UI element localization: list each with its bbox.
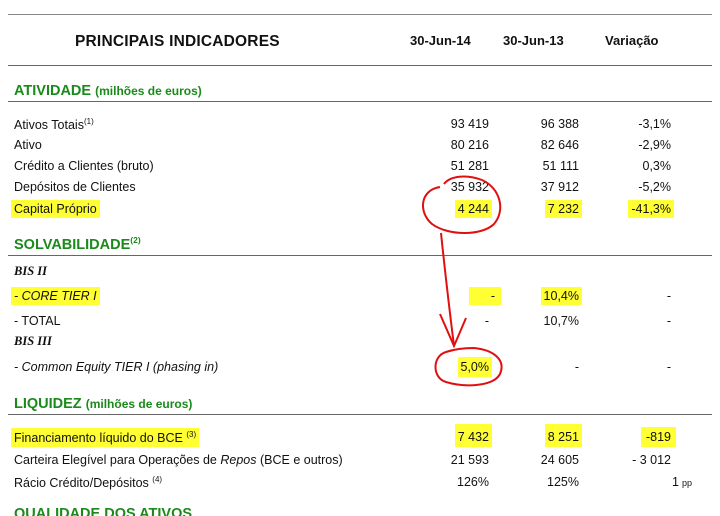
value-2014: 4 244 — [454, 200, 492, 218]
section-title-next-cut: QUALIDADE DOS ATIVOS — [14, 506, 193, 516]
value-2014: 80 216 — [450, 138, 489, 152]
value-2014: 21 593 — [450, 453, 489, 467]
subheading-bis-ii: BIS II — [14, 264, 48, 278]
row-label: - TOTAL — [14, 314, 61, 328]
value-variation: -2,9% — [638, 138, 671, 152]
row-label: Depósitos de Clientes — [14, 180, 136, 194]
value-variation: 1 pp — [672, 475, 692, 489]
circle-annotation-equity — [422, 175, 502, 234]
section-title-liquidez: LIQUIDEZ (milhões de euros) — [14, 396, 193, 412]
header-rule — [8, 65, 712, 66]
value-2014: 51 281 — [450, 159, 489, 173]
value-2014: 93 419 — [450, 117, 489, 131]
table-row: - Common Equity TIER I (phasing in) 5,0%… — [14, 357, 714, 380]
value-variation: - — [666, 360, 671, 374]
value-2013: 51 111 — [542, 159, 579, 173]
value-2013: 37 912 — [540, 180, 579, 194]
table-row: Ativos Totais(1) 93 419 96 388 -3,1% — [14, 117, 714, 137]
value-2014: 7 432 — [454, 424, 492, 447]
value-2013: 8 251 — [544, 424, 582, 447]
section-title-solvabilidade: SOLVABILIDADE(2) — [14, 235, 141, 253]
value-2013: 7 232 — [544, 200, 582, 218]
section-rule-atividade — [8, 101, 712, 102]
value-variation: -41,3% — [628, 200, 674, 218]
arrow-annotation — [440, 232, 455, 347]
table-row-highlighted: Financiamento líquido do BCE (3) 7 432 8… — [11, 424, 714, 450]
value-2014: - — [468, 287, 501, 305]
value-2014: 5,0% — [457, 357, 492, 377]
arrow-head-annotation — [439, 313, 467, 349]
column-header-2014: 30-Jun-14 — [410, 33, 471, 48]
section-rule-liquidez — [8, 414, 712, 415]
row-label: Financiamento líquido do BCE (3) — [11, 428, 200, 448]
column-header-2013: 30-Jun-13 — [503, 33, 564, 48]
table-row-highlighted: - CORE TIER I - 10,4% - — [11, 287, 714, 309]
table-row: Crédito a Clientes (bruto) 51 281 51 111… — [14, 159, 714, 179]
value-2013: 10,4% — [540, 287, 582, 305]
value-2014: - — [484, 314, 489, 328]
value-variation: - — [666, 314, 671, 328]
row-label: Ativos Totais(1) — [14, 117, 94, 133]
value-2013: - — [574, 360, 579, 374]
row-label: Ativo — [14, 138, 42, 152]
table-row: Ativo 80 216 82 646 -2,9% — [14, 138, 714, 158]
value-2013: 125% — [547, 475, 579, 489]
page-title: PRINCIPAIS INDICADORES — [75, 33, 280, 50]
value-variation: -5,2% — [638, 180, 671, 194]
value-2013: 96 388 — [540, 117, 579, 131]
value-2014: 126% — [457, 475, 489, 489]
value-variation: -3,1% — [638, 117, 671, 131]
row-label: Crédito a Clientes (bruto) — [14, 159, 154, 173]
table-row: - TOTAL - 10,7% - — [14, 314, 714, 334]
value-variation: - 3 012 — [632, 453, 671, 467]
column-header-variation: Variação — [605, 33, 659, 48]
circle-annotation-cet1 — [434, 346, 503, 387]
table-row: Carteira Elegível para Operações de Repo… — [14, 453, 714, 473]
row-label: Rácio Crédito/Depósitos (4) — [14, 475, 163, 491]
table-row-highlighted: Capital Próprio 4 244 7 232 -41,3% — [11, 200, 714, 222]
value-variation: -819 — [640, 427, 676, 447]
row-label: - Common Equity TIER I (phasing in) — [14, 360, 219, 374]
table-row: Depósitos de Clientes 35 932 37 912 -5,2… — [14, 180, 714, 200]
value-variation: - — [666, 289, 671, 303]
section-rule-solvabilidade — [8, 255, 712, 256]
row-label: Carteira Elegível para Operações de Repo… — [14, 453, 343, 467]
row-label: - CORE TIER I — [11, 287, 100, 305]
top-rule — [8, 14, 712, 15]
value-variation: 0,3% — [642, 159, 672, 173]
subheading-bis-iii: BIS III — [14, 334, 52, 348]
value-2013: 24 605 — [540, 453, 579, 467]
row-label: Capital Próprio — [11, 200, 100, 218]
value-2013: 82 646 — [540, 138, 579, 152]
section-title-atividade: ATIVIDADE (milhões de euros) — [14, 83, 202, 99]
value-2014: 35 932 — [450, 180, 489, 194]
value-2013: 10,7% — [543, 314, 579, 328]
